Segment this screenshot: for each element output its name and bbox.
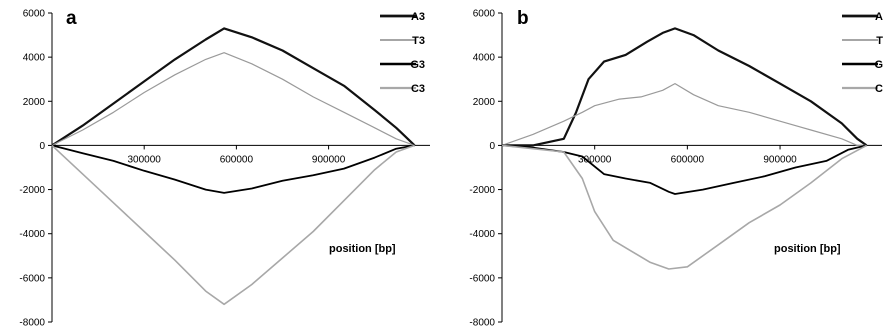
series-line-g3 (51, 144, 415, 194)
series-line-c3 (51, 144, 415, 306)
chart-panel-b: -8000 -6000 -4000 -2000 0 2000 4000 6000 300000 6… (469, 8, 883, 329)
panel-letter: b (517, 8, 529, 29)
y-tick-label: -6000 (469, 273, 495, 284)
legend-label-a: A (875, 11, 883, 23)
series-line-t3 (51, 52, 415, 146)
series-line-g (501, 144, 867, 195)
series-line-t (501, 83, 867, 146)
y-tick-label: -6000 (19, 273, 45, 284)
y-tick-label: -8000 (19, 318, 45, 329)
y-tick-label: 0 (489, 141, 495, 152)
legend-label-a3: A3 (411, 11, 425, 23)
y-tick-label: -8000 (469, 318, 495, 329)
x-tick-label: 300000 (128, 154, 162, 165)
y-tick-label: -2000 (19, 185, 45, 196)
y-tick-label: 2000 (473, 97, 496, 108)
y-tick-label: -2000 (469, 185, 495, 196)
y-tick-label: -4000 (469, 229, 495, 240)
y-tick-label: 4000 (473, 53, 496, 64)
legend-label-t3: T3 (412, 35, 425, 47)
panel-letter: a (66, 8, 77, 29)
x-tick-label: 600000 (220, 154, 254, 165)
y-tick-label: 2000 (23, 97, 46, 108)
legend-label-t: T (876, 35, 883, 47)
chart-panel-a: -8000 -6000 -4000 -2000 0 2000 4000 6000 300000 6… (19, 8, 430, 329)
series-line-a (502, 27, 868, 147)
legend-label-g3: G3 (410, 59, 425, 71)
legend-label-c: C (875, 83, 883, 95)
series-line-c (501, 144, 867, 270)
series-line-a3 (51, 27, 416, 147)
y-tick-label: 4000 (23, 53, 46, 64)
legend-label-c3: C3 (411, 83, 425, 95)
y-tick-label: -4000 (19, 229, 45, 240)
x-tick-label: 900000 (763, 154, 797, 165)
x-tick-label: 900000 (312, 154, 346, 165)
x-axis-label: position [bp] (774, 243, 841, 255)
legend-label-g: G (874, 59, 883, 71)
x-tick-label: 300000 (578, 154, 612, 165)
x-axis-label: position [bp] (329, 243, 396, 255)
y-tick-label: 6000 (473, 9, 496, 20)
x-tick-label: 600000 (671, 154, 705, 165)
y-tick-label: 0 (39, 141, 45, 152)
y-tick-label: 6000 (23, 9, 46, 20)
